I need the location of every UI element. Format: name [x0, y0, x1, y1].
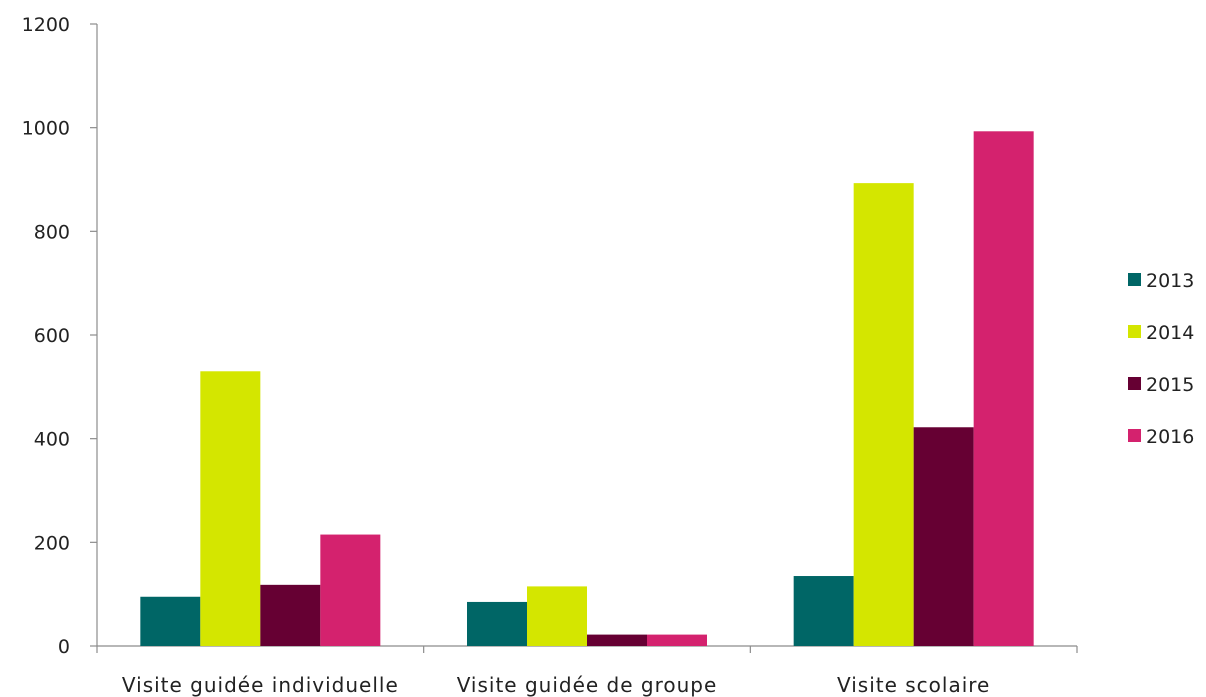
y-axis-ticks: 0 200 400 600 800 1000 1200 [22, 14, 97, 658]
y-tick-label: 200 [34, 532, 70, 554]
legend-swatch-2014 [1128, 325, 1141, 338]
legend-swatch-2015 [1128, 377, 1141, 390]
bar-2016 [973, 131, 1034, 647]
bar-2016 [320, 534, 381, 646]
legend-label-2016: 2016 [1146, 426, 1194, 448]
y-tick-label: 0 [58, 636, 70, 658]
y-tick-label: 600 [34, 325, 70, 347]
legend-label-2013: 2013 [1146, 270, 1194, 292]
y-tick-label: 800 [34, 221, 70, 243]
y-tick-label: 1000 [22, 118, 70, 140]
bar-2014 [853, 183, 914, 646]
bar-2013 [793, 576, 854, 646]
x-category-label: Visite scolaire [837, 673, 990, 697]
bar-2014 [200, 371, 261, 646]
y-tick-label: 400 [34, 429, 70, 451]
bar-2013 [467, 601, 527, 646]
legend-swatch-2013 [1128, 273, 1141, 286]
x-category-label: Visite guidée individuelle [122, 673, 399, 697]
legend-swatch-2016 [1128, 429, 1141, 442]
chart-bars [140, 131, 1034, 647]
legend-label-2014: 2014 [1146, 322, 1194, 344]
bar-2013 [140, 596, 201, 646]
bar-2014 [527, 586, 587, 646]
bar-2015 [913, 427, 974, 646]
x-axis-labels: Visite guidée individuelle Visite guidée … [122, 673, 990, 697]
bar-2016 [647, 634, 707, 646]
x-category-label: Visite guidée de groupe [457, 673, 718, 697]
bar-2015 [587, 634, 647, 646]
legend: 2013 2014 2015 2016 [1128, 270, 1194, 448]
y-tick-label: 1200 [22, 14, 70, 36]
bar-2015 [260, 584, 321, 646]
legend-label-2015: 2015 [1146, 374, 1194, 396]
